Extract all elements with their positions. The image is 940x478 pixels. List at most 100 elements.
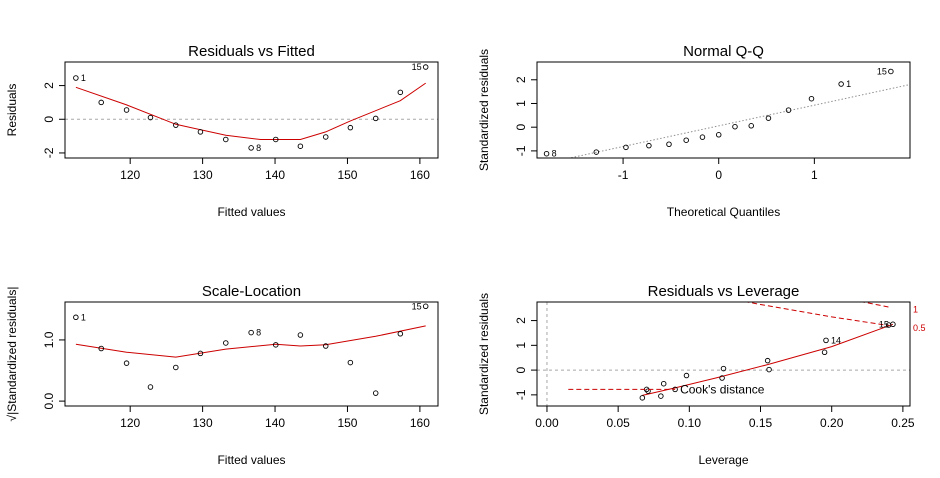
plot-area [543,68,910,158]
panel-1: Residuals vs Fitted Fitted values Residual… [5,43,439,219]
y-tick-label: 2 [514,76,528,83]
x-tick-label: 130 [193,416,213,430]
x-tick-label: 140 [265,416,285,430]
point-label: 15 [412,301,422,311]
y-axis-label: √|Standardized residuals| [5,287,19,422]
data-point [646,142,652,149]
smooth-line [75,325,426,358]
chart-title: Residuals vs Fitted [188,43,315,60]
data-point [658,393,664,399]
data-point [372,115,379,122]
data-point [123,107,130,113]
chart-title: Scale-Location [202,283,301,300]
data-point [297,143,304,149]
data-point [890,321,896,328]
plot-area [65,64,438,151]
data-point [347,124,354,131]
contour-label-1: 1 [913,304,918,314]
point-label: 15 [412,62,422,72]
x-axis-label: Fitted values [217,453,285,467]
data-point [98,99,104,106]
x-tick-label: 120 [120,168,140,182]
data-point [422,64,429,70]
plot-area [73,303,429,396]
data-point [683,137,689,143]
x-tick-label: -1 [618,168,629,182]
data-point [748,123,754,129]
data-point [623,144,629,151]
data-point [732,123,738,130]
y-tick-label: 0.0 [42,392,56,409]
y-tick-label: 0 [42,116,56,123]
data-point [593,149,600,155]
y-axis-label: Residuals [5,84,19,137]
y-tick-label: 1.0 [42,331,56,348]
data-point [223,340,229,346]
data-point [683,372,690,379]
data-point [147,384,154,390]
x-tick-label: 0.25 [891,416,915,430]
x-tick-label: 0.20 [820,416,844,430]
x-tick-label: 150 [337,416,357,430]
data-point [660,380,667,387]
data-point [98,345,104,352]
y-tick-label: 0 [514,124,528,131]
contour-label-05: 0.5 [913,323,926,333]
point-label: 15 [877,66,887,76]
x-axis-label: Theoretical Quantiles [667,205,780,219]
point-label: 14 [831,335,841,345]
data-point [821,349,828,356]
panel-4: Residuals vs Leverage Leverage Standardize… [477,283,926,467]
x-axis-label: Fitted values [217,205,285,219]
data-point [248,145,254,151]
x-tick-label: 0.10 [678,416,702,430]
data-point [639,395,646,401]
data-point [73,75,79,81]
y-tick-label: 2 [42,82,56,89]
data-point [173,364,179,371]
y-tick-label: 2 [514,317,528,324]
data-point [699,134,706,140]
data-point [715,132,722,138]
data-point [666,141,672,148]
smooth-line [75,82,426,140]
data-point [297,332,304,338]
x-tick-label: 150 [337,168,357,182]
y-tick-label: -1 [514,389,528,400]
data-point [808,95,815,102]
point-label: 1 [81,73,86,83]
data-point [543,150,550,157]
y-tick-label: -1 [514,145,528,156]
smooth-line [642,323,894,396]
x-tick-label: 130 [193,168,213,182]
data-point [823,337,829,344]
point-label: 8 [256,328,261,338]
y-tick-label: 0 [514,366,528,373]
panel-2: Normal Q-Q Theoretical Quantiles Standardi… [477,43,911,219]
data-point [273,136,279,143]
x-axis-label: Leverage [698,453,748,467]
data-point [720,365,727,372]
point-label: 15 [879,319,889,329]
y-axis-label: Standardized residuals [477,49,491,171]
data-point [645,388,651,394]
data-point [322,134,329,140]
data-point [838,81,844,87]
data-point [422,303,429,310]
point-label: 8 [552,149,557,159]
data-point [322,343,329,349]
y-tick-label: 1 [514,100,528,107]
data-point [765,115,772,121]
plot-frame [536,61,911,159]
data-point [397,89,404,96]
y-tick-label: -2 [42,147,56,158]
qq-reference-line [567,84,910,158]
x-tick-label: 120 [120,416,140,430]
data-point [397,331,404,337]
data-point [123,360,130,366]
chart-title: Residuals vs Leverage [648,283,800,300]
x-tick-label: 1 [811,168,818,182]
data-point [197,129,204,135]
data-point [764,357,771,364]
